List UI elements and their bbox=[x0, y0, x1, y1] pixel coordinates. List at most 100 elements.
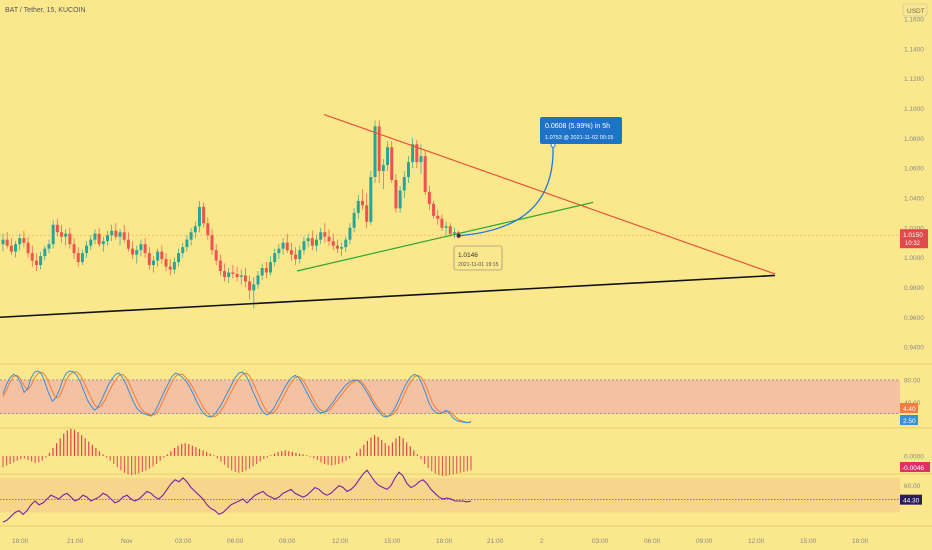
candle-body bbox=[419, 156, 423, 163]
currency-button[interactable] bbox=[902, 3, 928, 17]
marker-point[interactable] bbox=[456, 233, 461, 238]
candle-body bbox=[436, 215, 440, 219]
candle-body bbox=[365, 205, 369, 222]
time-tick-label: 18:00 bbox=[12, 538, 29, 545]
resistance-trendline[interactable] bbox=[323, 113, 776, 275]
macd-badge-label: -0.0046 bbox=[902, 465, 924, 472]
rsi-badge-label: 44.30 bbox=[903, 498, 920, 505]
candle-body bbox=[281, 242, 285, 249]
candle-body bbox=[80, 253, 84, 263]
rsi-tick-label: 60.00 bbox=[904, 483, 921, 490]
candle-body bbox=[402, 177, 406, 191]
candle-body bbox=[76, 253, 80, 263]
price-tick-label: 1.0400 bbox=[904, 195, 924, 202]
rsi-badge bbox=[900, 494, 922, 505]
candle-body bbox=[189, 232, 193, 240]
time-tick-label: 15:00 bbox=[800, 538, 817, 545]
candle-body bbox=[427, 191, 431, 204]
price-tick-label: 1.0600 bbox=[904, 166, 924, 173]
candle-body bbox=[89, 239, 93, 246]
base-trendline[interactable] bbox=[0, 274, 776, 319]
candle-body bbox=[235, 273, 239, 277]
candle-body bbox=[172, 262, 176, 270]
candle-body bbox=[72, 244, 76, 254]
price-tick-label: 1.1600 bbox=[904, 16, 924, 23]
candle-body bbox=[114, 230, 118, 237]
candle-body bbox=[448, 226, 452, 234]
candle-body bbox=[197, 206, 201, 227]
candle-body bbox=[223, 271, 227, 277]
candle-body bbox=[411, 144, 415, 163]
stoch-band bbox=[0, 379, 900, 414]
candle-body bbox=[386, 147, 390, 166]
time-tick-label: 21:00 bbox=[487, 538, 504, 545]
candle-body bbox=[423, 156, 427, 192]
candle-body bbox=[452, 232, 456, 234]
candle-body bbox=[139, 244, 143, 251]
candle-body bbox=[126, 239, 130, 249]
candle-body bbox=[206, 223, 210, 236]
candle-body bbox=[394, 180, 398, 209]
candle-body bbox=[243, 275, 247, 282]
price-tick-label: 1.1000 bbox=[904, 106, 924, 113]
price-tick-label: 0.9400 bbox=[904, 345, 924, 352]
candle-body bbox=[432, 203, 436, 216]
rsi-band bbox=[0, 478, 900, 513]
price-tick-label: 1.1400 bbox=[904, 46, 924, 53]
candle-body bbox=[156, 251, 160, 261]
current-price-badge bbox=[900, 229, 928, 249]
candle-body bbox=[373, 126, 377, 178]
current-price-label: 1.0150 bbox=[903, 232, 923, 239]
time-tick-label: 09:00 bbox=[696, 538, 713, 545]
candle-body bbox=[248, 281, 252, 291]
candle-body bbox=[147, 253, 151, 266]
candle-body bbox=[331, 241, 335, 246]
time-tick-label: Nov bbox=[121, 538, 133, 545]
candle-body bbox=[168, 266, 172, 270]
time-tick-label: 12:00 bbox=[748, 538, 765, 545]
time-tick-label: 18:00 bbox=[436, 538, 453, 545]
candle-body bbox=[1, 239, 5, 245]
candle-body bbox=[323, 232, 327, 237]
price-tick-label: 1.1200 bbox=[904, 76, 924, 83]
candle-body bbox=[9, 245, 13, 252]
candle-body bbox=[256, 275, 260, 285]
time-tick-label: 18:00 bbox=[852, 538, 869, 545]
macd-badge bbox=[900, 462, 930, 472]
marker-price: 1.0146 bbox=[458, 252, 478, 259]
candle-body bbox=[164, 259, 168, 267]
marker-label-box bbox=[453, 245, 503, 271]
stoch-badge-k: 4.40 bbox=[903, 406, 916, 413]
projection-curve[interactable] bbox=[458, 145, 554, 237]
price-tick-label: 1.0000 bbox=[904, 255, 924, 262]
candle-body bbox=[227, 272, 231, 277]
time-tick-label: 03:00 bbox=[175, 538, 192, 545]
candle-body bbox=[289, 250, 293, 255]
currency-label: USDT bbox=[907, 8, 925, 15]
stoch-d-line bbox=[2, 371, 472, 424]
candle-body bbox=[406, 162, 410, 178]
stoch-badge-d: 2.50 bbox=[903, 418, 916, 425]
candle-body bbox=[177, 253, 181, 263]
symbol-title: BAT / Tether, 15, KUCOIN bbox=[5, 7, 86, 14]
candle-body bbox=[285, 242, 289, 251]
candle-body bbox=[377, 126, 381, 172]
candle-body bbox=[135, 250, 139, 255]
candle-body bbox=[260, 268, 264, 276]
time-tick-label: 06:00 bbox=[644, 538, 661, 545]
time-tick-label: 03:00 bbox=[592, 538, 609, 545]
candle-body bbox=[269, 262, 273, 273]
candle-body bbox=[340, 247, 344, 249]
stoch-d-badge bbox=[900, 403, 918, 413]
countdown-label: 10:32 bbox=[905, 241, 921, 247]
candle-body bbox=[210, 235, 214, 251]
candle-body bbox=[30, 253, 34, 261]
candle-body bbox=[444, 226, 448, 228]
candle-body bbox=[51, 224, 55, 245]
candle-body bbox=[47, 244, 51, 249]
candle-body bbox=[369, 177, 373, 222]
support-trendline[interactable] bbox=[296, 201, 594, 272]
candle-body bbox=[143, 244, 147, 254]
candle-body bbox=[131, 248, 135, 255]
